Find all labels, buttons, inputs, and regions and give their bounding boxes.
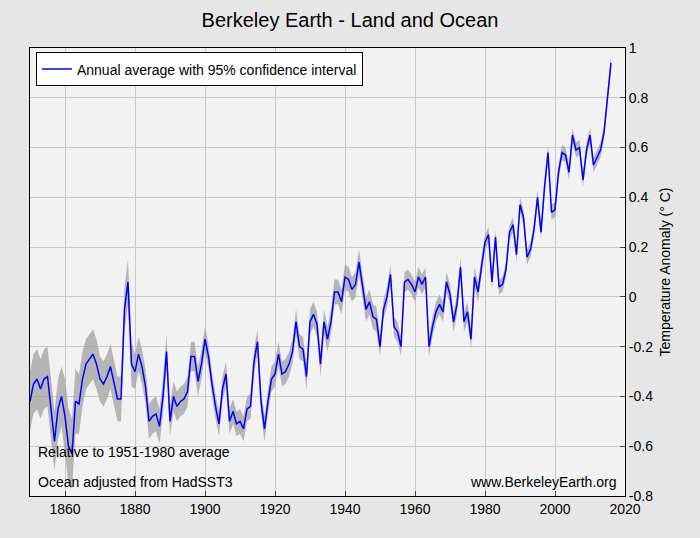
svg-text:1960: 1960 bbox=[399, 501, 430, 517]
svg-text:0.8: 0.8 bbox=[629, 90, 649, 106]
svg-text:Berkeley Earth - Land and Ocea: Berkeley Earth - Land and Ocean bbox=[202, 9, 499, 31]
svg-text:2000: 2000 bbox=[539, 501, 570, 517]
svg-text:1: 1 bbox=[629, 40, 637, 56]
svg-text:-0.8: -0.8 bbox=[629, 488, 653, 504]
svg-text:Relative to 1951-1980 average: Relative to 1951-1980 average bbox=[38, 444, 230, 460]
svg-text:1920: 1920 bbox=[259, 501, 290, 517]
svg-text:Annual average with 95% confid: Annual average with 95% confidence inter… bbox=[77, 62, 356, 78]
svg-text:1980: 1980 bbox=[469, 501, 500, 517]
svg-text:1900: 1900 bbox=[189, 501, 220, 517]
svg-text:0.4: 0.4 bbox=[629, 189, 649, 205]
svg-text:0: 0 bbox=[629, 289, 637, 305]
svg-text:2020: 2020 bbox=[609, 501, 640, 517]
svg-text:0.2: 0.2 bbox=[629, 239, 649, 255]
svg-text:Ocean adjusted from HadSST3: Ocean adjusted from HadSST3 bbox=[38, 474, 233, 490]
svg-text:1860: 1860 bbox=[49, 501, 80, 517]
svg-text:-0.2: -0.2 bbox=[629, 339, 653, 355]
svg-text:1880: 1880 bbox=[119, 501, 150, 517]
svg-text:1940: 1940 bbox=[329, 501, 360, 517]
svg-text:-0.6: -0.6 bbox=[629, 438, 653, 454]
svg-text:-0.4: -0.4 bbox=[629, 388, 653, 404]
svg-text:www.BerkeleyEarth.org: www.BerkeleyEarth.org bbox=[470, 474, 617, 490]
svg-text:0.6: 0.6 bbox=[629, 139, 649, 155]
svg-text:Temperature Anomaly (° C): Temperature Anomaly (° C) bbox=[657, 188, 673, 357]
